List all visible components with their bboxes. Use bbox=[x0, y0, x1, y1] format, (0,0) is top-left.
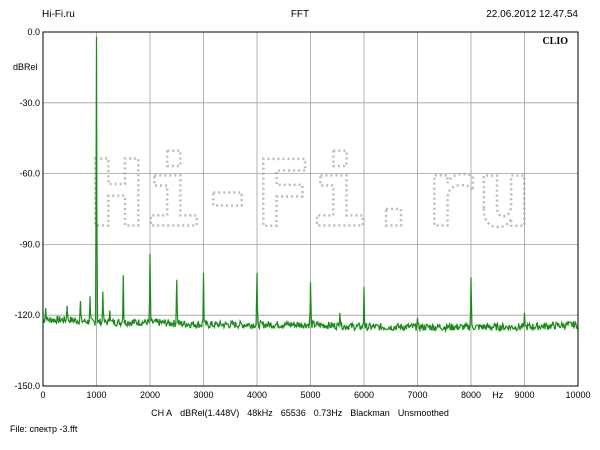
y-tick-label: -120.0 bbox=[14, 310, 40, 320]
x-tick-label: 2000 bbox=[140, 390, 160, 400]
y-tick-label: -150.0 bbox=[14, 381, 40, 391]
clio-badge: CLIO bbox=[542, 36, 568, 47]
info-item: 0.73Hz bbox=[313, 408, 343, 418]
x-tick-label: 7000 bbox=[407, 390, 427, 400]
fft-chart: Hi-Fi.ru 0 1000 2000 3000 4000 5000 6000 7000 80… bbox=[13, 27, 591, 400]
x-tick-label: 1000 bbox=[86, 390, 106, 400]
header-app-name: Hi-Fi.ru bbox=[42, 9, 75, 20]
y-tick-label: -60.0 bbox=[19, 169, 40, 179]
y-tick-label: -90.0 bbox=[19, 239, 40, 249]
plot-frame bbox=[42, 31, 579, 387]
info-item: Blackman bbox=[350, 408, 390, 418]
x-axis-unit: Hz bbox=[492, 390, 503, 400]
x-tick-label: 0 bbox=[40, 390, 45, 400]
info-item: Unsmoothed bbox=[397, 408, 449, 418]
header-timestamp: 22.06.2012 12.47.54 bbox=[486, 9, 578, 20]
x-tick-label: 9000 bbox=[514, 390, 534, 400]
x-tick-label: 6000 bbox=[354, 390, 374, 400]
info-item: 48kHz bbox=[247, 408, 273, 418]
y-tick-label: 0.0 bbox=[27, 27, 40, 37]
info-item: dBRel(1.448V) bbox=[180, 408, 240, 418]
x-tick-label: 4000 bbox=[247, 390, 267, 400]
file-label: File: спектр -3.fft bbox=[10, 424, 78, 434]
info-item: 65536 bbox=[280, 408, 306, 418]
x-tick-label: 3000 bbox=[193, 390, 213, 400]
x-tick-label: 10000 bbox=[565, 390, 590, 400]
x-tick-label: 8000 bbox=[461, 390, 481, 400]
header-title: FFT bbox=[290, 9, 310, 20]
y-tick-label: -30.0 bbox=[19, 98, 40, 108]
spectrum-line bbox=[42, 36, 579, 334]
y-axis-label: dBRel bbox=[13, 62, 38, 72]
info-item: CH A bbox=[151, 408, 173, 418]
measurement-info: CH A dBRel(1.448V) 48kHz 65536 0.73Hz Blackma… bbox=[0, 408, 600, 418]
x-tick-label: 5000 bbox=[300, 390, 320, 400]
